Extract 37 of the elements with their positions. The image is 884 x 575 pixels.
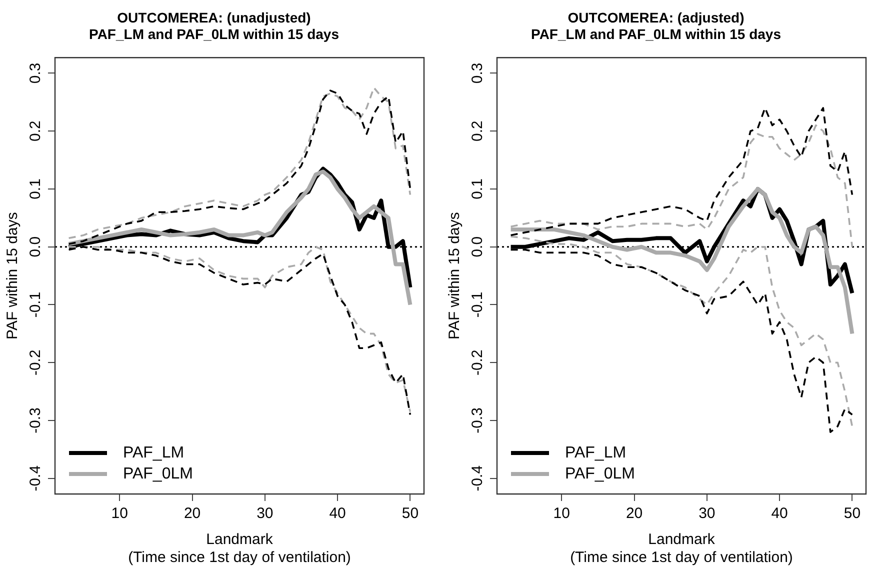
y-tick-label: 0.3 (469, 62, 486, 84)
x-tick-label: 30 (256, 505, 274, 522)
y-tick-label: -0.2 (27, 350, 44, 376)
chart-title: OUTCOMEREA: (adjusted) PAF_LM and PAF_0LM within 15 days (531, 9, 782, 42)
y-tick-label: 0.2 (469, 120, 486, 142)
x-tick-label: 50 (844, 505, 861, 522)
y-tick-label: -0.2 (469, 350, 486, 376)
y-axis-title: PAF within 15 days (446, 212, 464, 340)
x-axis-title: Landmark (Time since 1st day of ventilation) (570, 531, 793, 566)
chart-title: OUTCOMEREA: (unadjusted) PAF_LM and PAF_0LM within 15 days (89, 9, 340, 42)
x-tick-label: 10 (111, 505, 128, 522)
legend-label: PAF_0LM (565, 465, 635, 482)
x-tick-label: 40 (329, 505, 346, 522)
y-tick-label: 0.0 (27, 236, 44, 258)
legend-label: PAF_0LM (123, 465, 193, 482)
y-axis-title: PAF within 15 days (4, 212, 22, 340)
y-tick-label: 0.0 (469, 236, 486, 258)
line-series (510, 107, 854, 236)
y-tick-label: 0.3 (27, 62, 44, 84)
x-tick-label: 40 (771, 505, 788, 522)
y-tick-label: -0.1 (27, 292, 44, 318)
x-tick-label: 20 (184, 505, 201, 522)
x-tick-label: 50 (402, 505, 419, 522)
legend-label: PAF_LM (565, 444, 626, 462)
y-tick-label: 0.1 (469, 178, 486, 200)
x-axis-title: Landmark (Time since 1st day of ventilation) (128, 531, 351, 566)
y-tick-label: -0.3 (469, 408, 486, 434)
legend-label: PAF_LM (123, 444, 184, 462)
y-tick-label: -0.1 (469, 292, 486, 318)
y-tick-label: 0.2 (27, 120, 44, 142)
y-tick-label: -0.3 (27, 408, 44, 434)
x-tick-label: 10 (553, 505, 570, 522)
x-tick-label: 20 (626, 505, 643, 522)
y-tick-label: 0.1 (27, 178, 44, 200)
x-tick-label: 30 (698, 505, 716, 522)
y-tick-label: -0.4 (469, 465, 486, 492)
y-tick-label: -0.4 (27, 465, 44, 492)
